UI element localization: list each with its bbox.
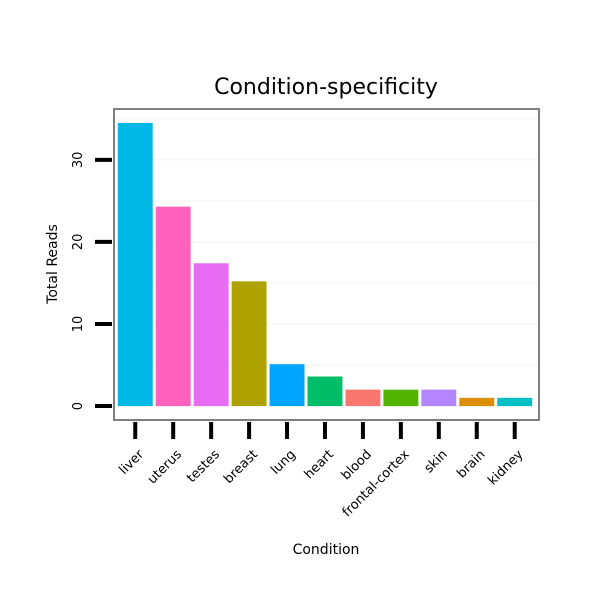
bar-breast <box>231 281 267 407</box>
x-tick-label-breast: breast <box>221 447 261 487</box>
bar-lung <box>269 364 305 407</box>
x-tick-label-frontal-cortex: frontal-cortex <box>340 447 413 520</box>
bar-skin <box>421 389 457 407</box>
x-tick-label-blood: blood <box>339 447 375 483</box>
y-tick-label: 10 <box>71 316 86 333</box>
x-tick-label-liver: liver <box>116 447 147 478</box>
chart-title: Condition-specificity <box>214 75 438 100</box>
bar-testes <box>193 263 229 407</box>
y-axis-label: Total Reads <box>45 224 61 305</box>
x-tick-label-kidney: kidney <box>485 447 526 488</box>
x-tick-label-lung: lung <box>268 447 299 478</box>
bar-liver <box>117 122 153 407</box>
bar-heart <box>307 376 343 407</box>
y-tick-label: 30 <box>71 152 86 169</box>
bars <box>117 122 533 407</box>
x-tick-label-testes: testes <box>184 447 223 486</box>
bar-kidney <box>497 397 533 407</box>
x-tick-label-uterus: uterus <box>145 447 185 487</box>
bar-brain <box>459 397 495 407</box>
x-tick-label-brain: brain <box>454 447 488 481</box>
x-tick-label-skin: skin <box>422 447 451 476</box>
bar-uterus <box>155 206 191 407</box>
x-tick-label-heart: heart <box>302 447 337 482</box>
bar-blood <box>345 389 381 407</box>
y-axis: 0 10 20 30 <box>71 152 112 410</box>
x-axis-label: Condition <box>293 542 360 558</box>
bar-frontal-cortex <box>383 389 419 407</box>
y-tick-label: 0 <box>71 402 86 410</box>
y-tick-label: 20 <box>71 234 86 251</box>
